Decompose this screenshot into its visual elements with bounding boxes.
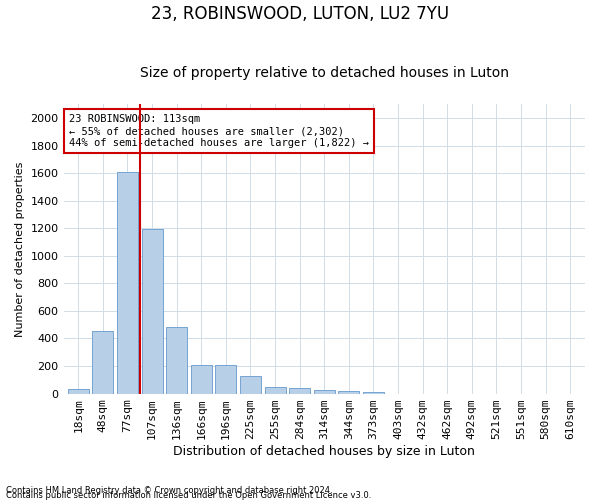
- Bar: [191, 364, 212, 394]
- Title: Size of property relative to detached houses in Luton: Size of property relative to detached ho…: [140, 66, 509, 80]
- Bar: [289, 388, 310, 394]
- Bar: [142, 229, 163, 394]
- Bar: [68, 389, 89, 394]
- Text: 23 ROBINSWOOD: 113sqm
← 55% of detached houses are smaller (2,302)
44% of semi-d: 23 ROBINSWOOD: 113sqm ← 55% of detached …: [69, 114, 369, 148]
- Bar: [265, 386, 286, 394]
- Bar: [314, 390, 335, 394]
- Y-axis label: Number of detached properties: Number of detached properties: [15, 161, 25, 336]
- Bar: [215, 364, 236, 394]
- Text: Contains HM Land Registry data © Crown copyright and database right 2024.: Contains HM Land Registry data © Crown c…: [6, 486, 332, 495]
- Bar: [166, 327, 187, 394]
- Text: 23, ROBINSWOOD, LUTON, LU2 7YU: 23, ROBINSWOOD, LUTON, LU2 7YU: [151, 5, 449, 23]
- Bar: [92, 331, 113, 394]
- X-axis label: Distribution of detached houses by size in Luton: Distribution of detached houses by size …: [173, 444, 475, 458]
- Bar: [338, 391, 359, 394]
- Bar: [363, 392, 384, 394]
- Bar: [240, 376, 261, 394]
- Bar: [117, 172, 138, 394]
- Text: Contains public sector information licensed under the Open Government Licence v3: Contains public sector information licen…: [6, 491, 371, 500]
